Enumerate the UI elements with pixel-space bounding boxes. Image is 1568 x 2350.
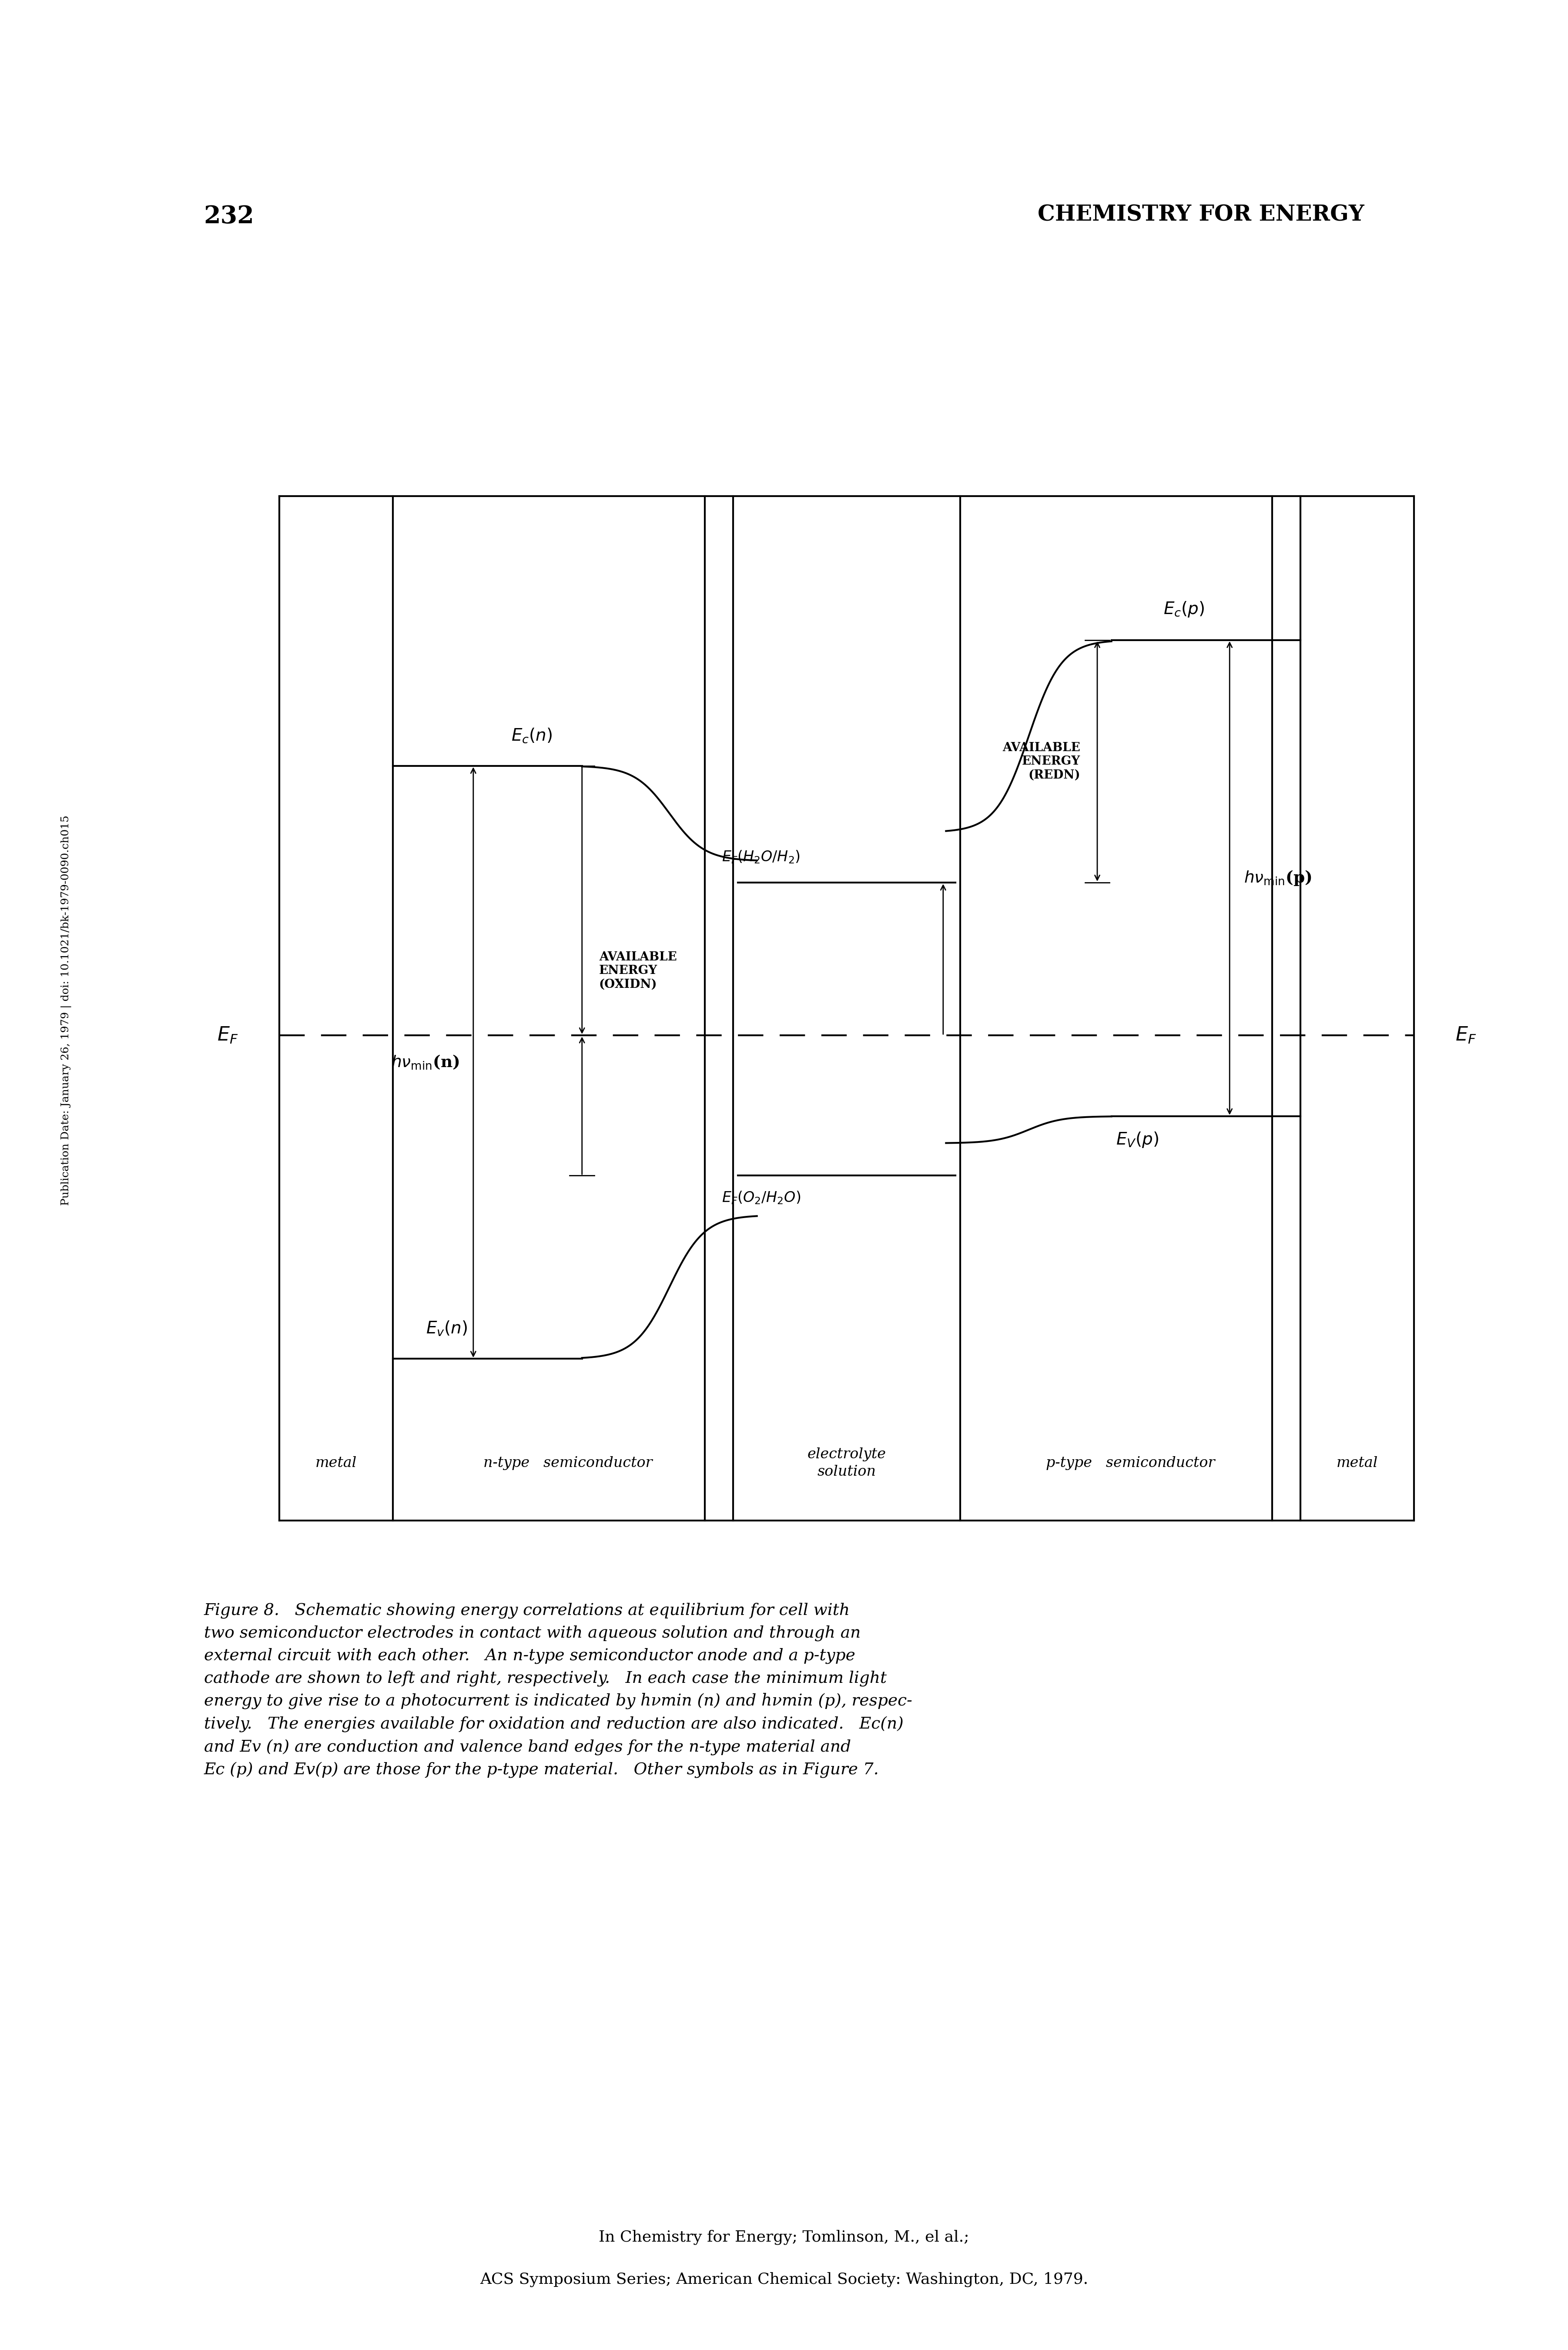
Text: n-type   semiconductor: n-type semiconductor: [483, 1457, 652, 1471]
Text: $E_F$: $E_F$: [216, 1025, 238, 1046]
Text: $E_F(O_2/H_2O)$: $E_F(O_2/H_2O)$: [721, 1189, 801, 1206]
Text: 232: 232: [204, 204, 254, 228]
Text: $E_V(p)$: $E_V(p)$: [1116, 1130, 1159, 1149]
Text: Figure 8.   Schematic showing energy correlations at equilibrium for cell with
t: Figure 8. Schematic showing energy corre…: [204, 1603, 913, 1779]
Text: Publication Date: January 26, 1979 | doi: 10.1021/bk-1979-0090.ch015: Publication Date: January 26, 1979 | doi…: [61, 815, 71, 1206]
Text: $h\nu_{\rm min}$(p): $h\nu_{\rm min}$(p): [1243, 870, 1311, 886]
Text: $E_v(n)$: $E_v(n)$: [426, 1321, 467, 1337]
Text: metal: metal: [315, 1457, 358, 1471]
Text: ACS Symposium Series; American Chemical Society: Washington, DC, 1979.: ACS Symposium Series; American Chemical …: [480, 2272, 1088, 2287]
Text: AVAILABLE
ENERGY
(REDN): AVAILABLE ENERGY (REDN): [1002, 743, 1080, 780]
Text: $E_c(n)$: $E_c(n)$: [511, 726, 552, 745]
Text: AVAILABLE
ENERGY
(OXIDN): AVAILABLE ENERGY (OXIDN): [599, 952, 677, 989]
Text: p-type   semiconductor: p-type semiconductor: [1046, 1457, 1215, 1471]
Text: In Chemistry for Energy; Tomlinson, M., el al.;: In Chemistry for Energy; Tomlinson, M., …: [599, 2230, 969, 2244]
Text: $E_c(p)$: $E_c(p)$: [1163, 599, 1204, 618]
Text: electrolyte
solution: electrolyte solution: [808, 1448, 886, 1478]
Text: $E_F(H_2O/H_2)$: $E_F(H_2O/H_2)$: [721, 848, 800, 865]
Text: $h\nu_{\rm min}$(n): $h\nu_{\rm min}$(n): [390, 1053, 459, 1072]
Text: CHEMISTRY FOR ENERGY: CHEMISTRY FOR ENERGY: [1038, 204, 1364, 226]
Text: metal: metal: [1336, 1457, 1378, 1471]
Text: $E_F$: $E_F$: [1455, 1025, 1477, 1046]
